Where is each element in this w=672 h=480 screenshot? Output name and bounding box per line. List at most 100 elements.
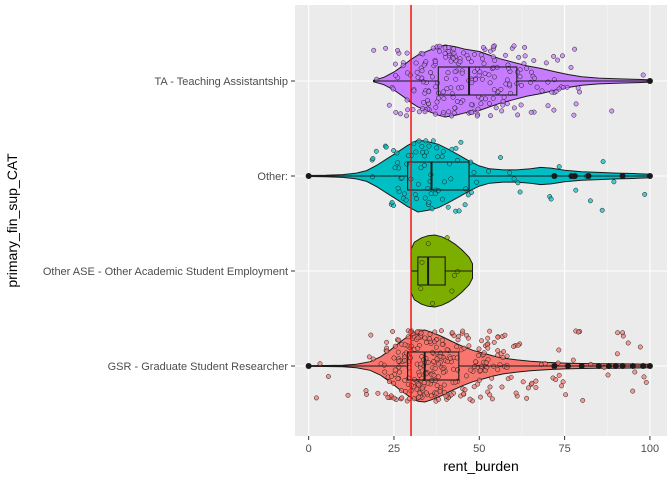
- data-point: [528, 109, 534, 115]
- data-point: [427, 331, 433, 337]
- data-point: [383, 45, 389, 51]
- data-point: [498, 155, 503, 160]
- data-point: [452, 69, 458, 75]
- data-point: [477, 377, 482, 383]
- data-point: [317, 361, 323, 367]
- data-point: [434, 145, 440, 151]
- data-point: [424, 339, 429, 345]
- data-point: [549, 89, 555, 95]
- data-point: [620, 330, 626, 336]
- data-point: [609, 108, 615, 114]
- data-point: [403, 197, 409, 203]
- data-point: [499, 108, 505, 114]
- data-point: [429, 206, 435, 212]
- data-point: [398, 388, 404, 394]
- data-point: [381, 362, 387, 368]
- outlier-point: [619, 173, 626, 179]
- data-point: [393, 72, 399, 78]
- data-point: [406, 153, 411, 159]
- data-point: [437, 388, 443, 394]
- data-point: [419, 68, 425, 74]
- outlier-point: [551, 363, 558, 369]
- data-point: [423, 138, 429, 144]
- data-point: [559, 383, 565, 389]
- data-point: [573, 101, 579, 107]
- data-point: [507, 170, 513, 176]
- data-point: [419, 385, 425, 391]
- data-point: [426, 143, 432, 149]
- data-point: [504, 77, 510, 83]
- data-point: [425, 360, 431, 365]
- data-point: [600, 159, 606, 165]
- data-point: [390, 329, 396, 334]
- data-point: [363, 388, 369, 394]
- data-point: [431, 372, 437, 378]
- data-point: [495, 334, 501, 340]
- data-point: [516, 54, 522, 60]
- data-point: [446, 109, 451, 115]
- data-point: [404, 70, 410, 76]
- data-point: [605, 372, 611, 378]
- data-point: [522, 53, 528, 59]
- data-point: [487, 80, 493, 86]
- data-point: [417, 372, 422, 378]
- outlier-point: [640, 363, 647, 369]
- data-point: [555, 360, 561, 366]
- data-point: [571, 112, 577, 118]
- data-point: [404, 113, 409, 119]
- data-point: [451, 46, 457, 52]
- data-point: [425, 97, 431, 103]
- data-point: [459, 70, 465, 76]
- data-point: [420, 79, 426, 85]
- data-point: [392, 343, 398, 349]
- data-point: [427, 336, 432, 342]
- outlier-point: [605, 363, 612, 369]
- data-point: [551, 107, 557, 113]
- data-point: [524, 65, 529, 71]
- data-point: [460, 328, 466, 334]
- data-point: [414, 69, 420, 75]
- data-point: [445, 359, 450, 365]
- data-point: [502, 332, 508, 338]
- data-point: [524, 395, 530, 401]
- data-point: [469, 80, 475, 86]
- data-point: [416, 382, 422, 388]
- data-point: [434, 383, 440, 388]
- data-point: [476, 352, 481, 358]
- data-point: [430, 45, 436, 51]
- data-point: [630, 388, 636, 394]
- data-point: [391, 380, 397, 386]
- data-point: [563, 392, 569, 398]
- x-tick-label: 100: [641, 443, 659, 455]
- data-point: [451, 50, 457, 56]
- data-point: [370, 356, 376, 362]
- data-point: [434, 336, 440, 342]
- data-point: [504, 101, 510, 107]
- data-point: [543, 60, 549, 66]
- data-point: [449, 146, 455, 152]
- data-point: [461, 345, 467, 351]
- data-point: [444, 86, 450, 92]
- data-point: [587, 198, 593, 204]
- data-point: [386, 379, 392, 385]
- data-point: [414, 196, 419, 202]
- data-point: [461, 50, 467, 56]
- data-point: [485, 345, 491, 351]
- data-point: [415, 335, 421, 341]
- data-point: [384, 339, 390, 345]
- data-point: [575, 85, 581, 91]
- data-point: [545, 103, 551, 109]
- data-point: [517, 74, 523, 80]
- data-point: [453, 379, 458, 385]
- data-point: [637, 344, 643, 350]
- data-point: [440, 149, 446, 155]
- data-point: [440, 369, 446, 375]
- data-point: [345, 392, 351, 398]
- data-point: [394, 150, 400, 156]
- data-point: [373, 148, 379, 154]
- data-point: [443, 393, 449, 399]
- data-point: [449, 288, 455, 294]
- data-point: [500, 355, 506, 361]
- data-point: [458, 139, 464, 145]
